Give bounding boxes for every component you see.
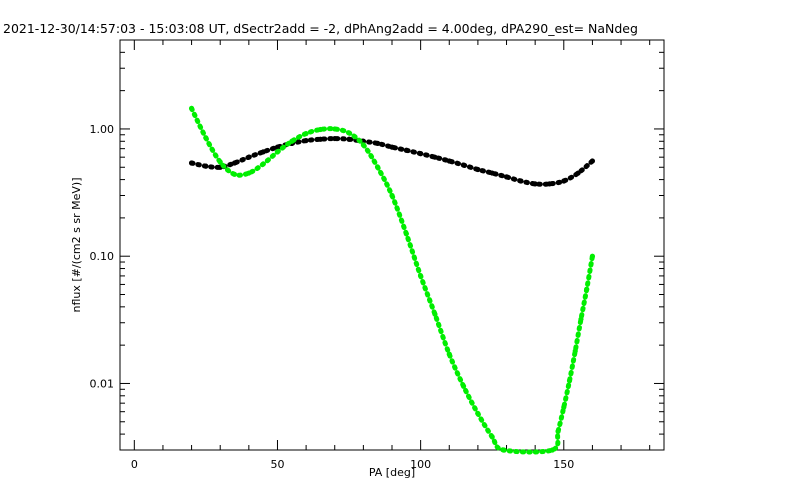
series-1-point — [403, 147, 409, 153]
series-2-point — [203, 135, 209, 141]
data-series-layer — [188, 105, 596, 455]
series-2-point — [389, 192, 395, 199]
series-2-point — [475, 410, 481, 417]
series-1-point — [203, 163, 209, 169]
series-2-point — [418, 273, 424, 279]
series-1-point — [246, 154, 252, 160]
series-1-point — [561, 178, 567, 184]
series-2-point — [260, 161, 266, 167]
series-1-point — [418, 151, 424, 157]
series-2-point — [403, 231, 409, 237]
series-2-point — [317, 126, 324, 133]
series-2-point — [274, 149, 281, 155]
series-1 — [188, 135, 596, 187]
series-2-point — [246, 170, 252, 176]
series-2-point — [555, 428, 561, 434]
series-2-point — [332, 126, 338, 132]
series-1-point — [432, 154, 438, 160]
series-1-point — [188, 160, 195, 166]
series-2-point — [589, 253, 596, 259]
series-2-point — [460, 383, 467, 389]
x-tick-label: 0 — [131, 458, 138, 471]
series-2-point — [578, 316, 584, 322]
plot-frame — [119, 39, 665, 451]
series-1-point — [274, 144, 281, 150]
series-1-point — [446, 158, 452, 164]
x-tick-label: 50 — [270, 458, 284, 471]
series-1-point — [317, 136, 324, 142]
series-1-point — [231, 160, 238, 166]
series-1-point — [375, 140, 381, 146]
series-2-point — [346, 130, 352, 136]
y-axis-label: nflux [#/(cm2 s sr MeV)] — [70, 178, 83, 313]
series-2-point — [289, 138, 295, 144]
series-2-point — [217, 159, 223, 165]
y-axis-ticks: 0.01 0.10 1.00 — [90, 39, 664, 451]
series-2-point — [188, 105, 195, 112]
series-2-point — [375, 164, 381, 170]
series-2-point — [566, 378, 573, 384]
series-2-point — [501, 447, 507, 453]
x-axis-ticks: 0 50 100 150 — [131, 40, 651, 471]
series-1-point — [575, 170, 581, 176]
series-1-point — [518, 178, 524, 184]
series-1-point — [346, 136, 352, 142]
series-1-point — [475, 166, 481, 173]
x-axis-label: PA [deg] — [369, 466, 415, 479]
series-1-point — [589, 158, 596, 164]
series-2-point — [303, 130, 309, 137]
series-2-point — [446, 351, 452, 357]
series-1-point — [460, 162, 467, 168]
series-1-point — [546, 181, 553, 187]
series-2-point — [231, 171, 238, 177]
x-tick-label: 150 — [553, 458, 574, 471]
series-2-point — [489, 434, 495, 440]
series-2 — [188, 105, 596, 455]
series-2-point — [572, 348, 578, 354]
series-1-point — [503, 174, 510, 180]
series-1-point — [532, 181, 538, 187]
series-2-point — [432, 311, 438, 317]
y-tick-label: 1.00 — [90, 123, 115, 136]
series-1-point — [303, 137, 309, 144]
series-1-point — [332, 135, 338, 142]
y-tick-label: 0.10 — [90, 250, 115, 263]
series-2-line — [189, 105, 595, 455]
y-tick-label: 0.01 — [90, 377, 115, 390]
chart-title: 2021-12-30/14:57:03 - 15:03:08 UT, dSect… — [3, 21, 638, 36]
series-1-point — [489, 170, 495, 176]
series-2-point — [360, 142, 366, 148]
series-1-point — [389, 144, 395, 150]
series-2-point — [549, 447, 555, 453]
series-1-point — [260, 149, 266, 155]
series-2-point — [561, 404, 567, 410]
series-2-point — [584, 286, 590, 292]
x-tick-label: 100 — [410, 458, 431, 471]
